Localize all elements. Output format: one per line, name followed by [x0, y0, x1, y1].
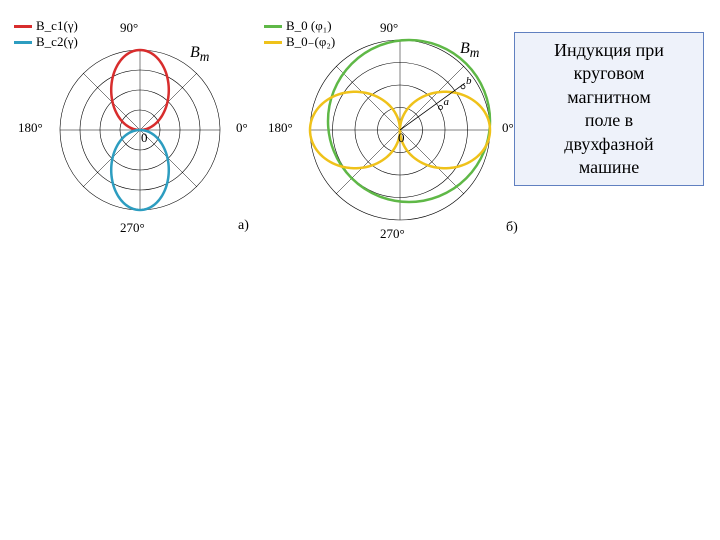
- bm-label: Bm: [190, 44, 209, 65]
- caption-line: поле в: [525, 109, 693, 132]
- caption-line: машине: [525, 156, 693, 179]
- axis-label-bottom: 270°: [120, 220, 145, 236]
- legend-swatch: [264, 25, 282, 28]
- point-label-b: b: [466, 75, 472, 87]
- polar-svg-a: [50, 40, 230, 220]
- axis-label-top: 90°: [380, 20, 398, 36]
- subcaption-a: а): [238, 218, 249, 234]
- axis-label-left: 180°: [18, 120, 43, 136]
- axis-label-bottom: 270°: [380, 226, 405, 242]
- legend-swatch: [14, 41, 32, 44]
- origin-label: 0: [398, 130, 405, 146]
- axis-label-right: 0°: [236, 120, 248, 136]
- caption-line: двухфазной: [525, 133, 693, 156]
- caption-line: Индукция при: [525, 39, 693, 62]
- axis-label-left: 180°: [268, 120, 293, 136]
- caption-line: магнитном: [525, 86, 693, 109]
- origin-label: 0: [141, 130, 148, 146]
- axis-label-top: 90°: [120, 20, 138, 36]
- point-label-a: a: [444, 96, 450, 108]
- bm-label: Bm: [460, 40, 479, 61]
- subcaption-b: б): [506, 220, 518, 236]
- caption-line: круговом: [525, 62, 693, 85]
- legend-swatch: [14, 25, 32, 28]
- caption-box: Индукция при круговом магнитном поле в д…: [514, 32, 704, 186]
- axis-label-right: 0°: [502, 120, 514, 136]
- legend-swatch: [264, 41, 282, 44]
- legend-label: B_c1(γ): [36, 18, 78, 34]
- legend-row: B_c1(γ): [14, 18, 78, 34]
